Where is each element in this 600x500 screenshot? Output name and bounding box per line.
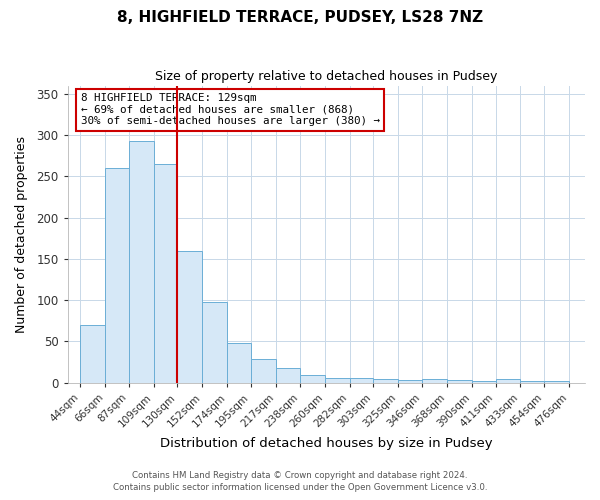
Bar — [105, 168, 129, 383]
Bar — [300, 374, 325, 383]
Bar — [276, 368, 300, 383]
Bar — [251, 359, 276, 383]
Y-axis label: Number of detached properties: Number of detached properties — [15, 136, 28, 332]
Bar — [398, 380, 422, 383]
Bar — [154, 164, 178, 383]
Bar — [520, 381, 544, 383]
Bar — [80, 325, 105, 383]
Title: Size of property relative to detached houses in Pudsey: Size of property relative to detached ho… — [155, 70, 497, 83]
Bar — [178, 250, 202, 383]
Bar — [202, 302, 227, 383]
Text: 8 HIGHFIELD TERRACE: 129sqm
← 69% of detached houses are smaller (868)
30% of se: 8 HIGHFIELD TERRACE: 129sqm ← 69% of det… — [80, 93, 380, 126]
Bar — [325, 378, 350, 383]
Bar — [422, 378, 447, 383]
Bar — [447, 380, 472, 383]
Bar — [496, 378, 520, 383]
Bar — [227, 343, 251, 383]
Bar — [129, 141, 154, 383]
Bar — [472, 381, 496, 383]
Text: Contains HM Land Registry data © Crown copyright and database right 2024.
Contai: Contains HM Land Registry data © Crown c… — [113, 471, 487, 492]
X-axis label: Distribution of detached houses by size in Pudsey: Distribution of detached houses by size … — [160, 437, 493, 450]
Bar — [544, 381, 569, 383]
Bar — [350, 378, 373, 383]
Text: 8, HIGHFIELD TERRACE, PUDSEY, LS28 7NZ: 8, HIGHFIELD TERRACE, PUDSEY, LS28 7NZ — [117, 10, 483, 25]
Bar — [373, 378, 398, 383]
